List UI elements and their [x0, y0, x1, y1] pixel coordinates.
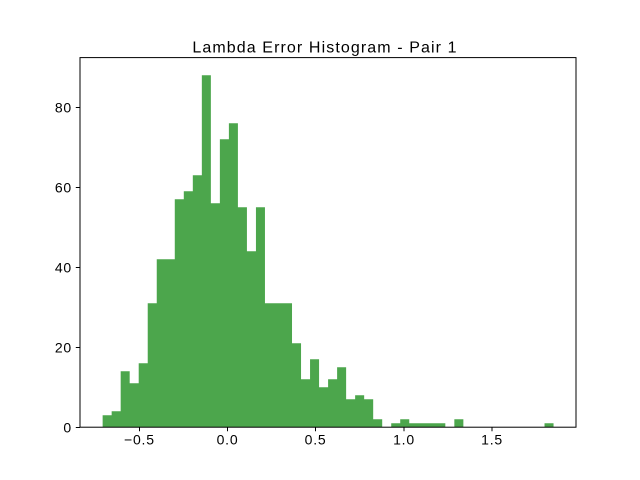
svg-text:20: 20: [55, 339, 72, 355]
svg-text:0: 0: [63, 419, 72, 435]
svg-text:Lambda Error Histogram - Pair: Lambda Error Histogram - Pair 1: [192, 39, 457, 56]
svg-text:1.0: 1.0: [393, 432, 415, 448]
svg-text:0.0: 0.0: [217, 432, 239, 448]
svg-text:−0.5: −0.5: [124, 432, 155, 448]
svg-text:60: 60: [55, 179, 72, 195]
svg-text:1.5: 1.5: [481, 432, 503, 448]
svg-text:0.5: 0.5: [305, 432, 327, 448]
svg-text:40: 40: [55, 259, 72, 275]
svg-text:80: 80: [55, 99, 72, 115]
